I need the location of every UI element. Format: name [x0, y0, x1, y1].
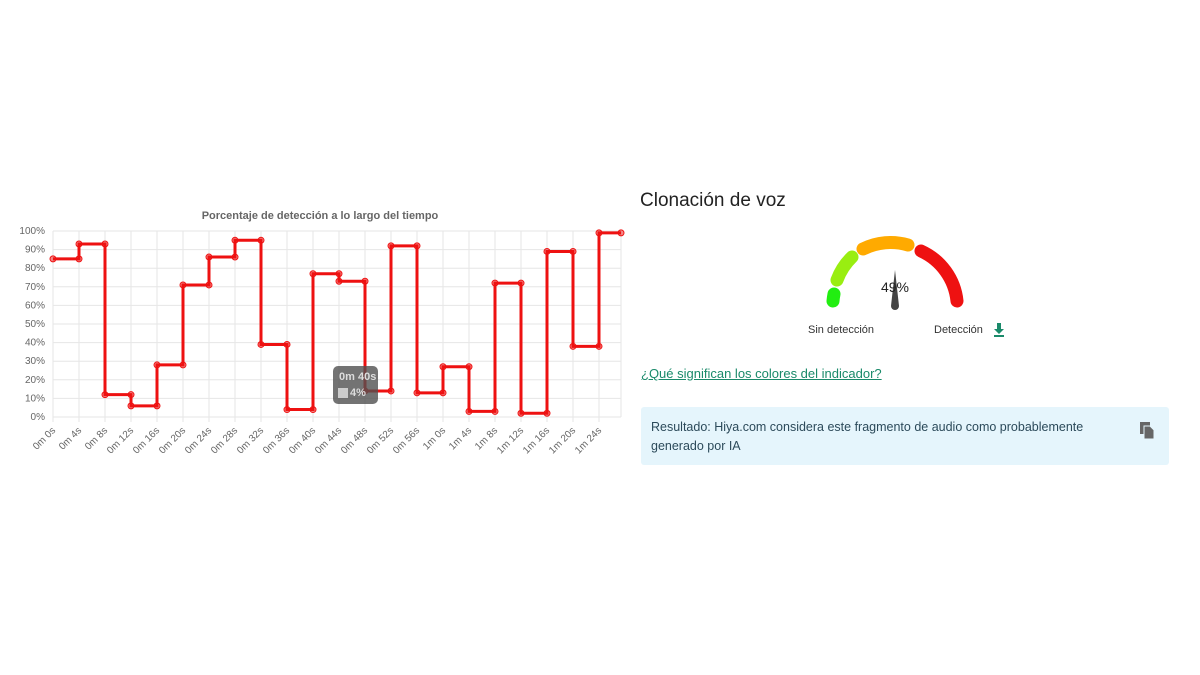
data-point[interactable]: [127, 402, 135, 410]
x-tick-label: 1m 12s: [495, 425, 526, 456]
data-point[interactable]: [231, 253, 239, 261]
data-point[interactable]: [413, 389, 421, 397]
tooltip-value: 4%: [350, 387, 366, 399]
data-point[interactable]: [335, 277, 343, 285]
data-point[interactable]: [491, 407, 499, 415]
data-point[interactable]: [75, 240, 83, 248]
data-point[interactable]: [439, 363, 447, 371]
data-point[interactable]: [205, 253, 213, 261]
y-tick-label: 10%: [25, 393, 45, 404]
x-tick-label: 0m 28s: [209, 425, 240, 456]
data-point[interactable]: [387, 387, 395, 395]
x-tick-label: 0m 20s: [157, 425, 188, 456]
data-point[interactable]: [595, 342, 603, 350]
x-tick-label: 1m 20s: [547, 425, 578, 456]
detection-chart: Porcentaje de detección a lo largo del t…: [19, 210, 625, 456]
x-tick-label: 0m 36s: [261, 425, 292, 456]
series-line: [53, 231, 621, 415]
gauge-segment-green: [826, 287, 841, 308]
y-tick-label: 40%: [25, 338, 45, 349]
data-point[interactable]: [439, 389, 447, 397]
data-point[interactable]: [205, 281, 213, 289]
y-tick-label: 90%: [25, 245, 45, 256]
y-tick-label: 70%: [25, 282, 45, 293]
detection-gauge: 49%: [826, 236, 964, 310]
x-tick-label: 0m 48s: [339, 425, 370, 456]
chart-title: Porcentaje de detección a lo largo del t…: [202, 210, 439, 222]
data-point[interactable]: [617, 229, 625, 237]
copy-icon[interactable]: [1139, 421, 1155, 439]
data-point[interactable]: [387, 242, 395, 250]
data-point[interactable]: [309, 270, 317, 278]
data-point[interactable]: [283, 340, 291, 348]
data-point[interactable]: [465, 407, 473, 415]
gauge-value: 49%: [881, 279, 909, 295]
tooltip-title: 0m 40s: [339, 371, 377, 383]
data-point[interactable]: [231, 236, 239, 244]
y-tick-label: 0%: [31, 412, 46, 423]
x-tick-label: 0m 24s: [183, 425, 214, 456]
data-point[interactable]: [517, 279, 525, 287]
data-point[interactable]: [361, 277, 369, 285]
data-point[interactable]: [335, 270, 343, 278]
data-point[interactable]: [569, 247, 577, 255]
data-point[interactable]: [569, 342, 577, 350]
data-point[interactable]: [179, 361, 187, 369]
data-point[interactable]: [283, 406, 291, 414]
x-tick-label: 1m 0s: [421, 425, 448, 452]
tooltip-swatch: [338, 388, 348, 398]
result-box: Resultado: Hiya.com considera este fragm…: [641, 407, 1169, 465]
x-tick-label: 0m 56s: [391, 425, 422, 456]
data-point[interactable]: [595, 229, 603, 237]
data-point[interactable]: [153, 361, 161, 369]
x-tick-label: 1m 24s: [573, 425, 604, 456]
y-tick-label: 80%: [25, 263, 45, 274]
x-tick-label: 0m 16s: [131, 425, 162, 456]
gauge-segment-red: [914, 244, 964, 308]
data-point[interactable]: [491, 279, 499, 287]
data-point[interactable]: [543, 409, 551, 417]
x-tick-label: 1m 4s: [447, 425, 474, 452]
result-text: Resultado: Hiya.com considera este fragm…: [651, 420, 1084, 453]
data-point[interactable]: [257, 340, 265, 348]
data-point[interactable]: [127, 391, 135, 399]
x-tick-label: 0m 40s: [287, 425, 318, 456]
y-tick-label: 30%: [25, 356, 45, 367]
gauge-segment-orange: [856, 236, 915, 256]
data-point[interactable]: [309, 406, 317, 414]
y-tick-label: 50%: [25, 319, 45, 330]
data-point[interactable]: [543, 247, 551, 255]
x-tick-label: 0m 0s: [31, 425, 58, 452]
gauge-right-label: Detección: [934, 324, 983, 336]
data-point[interactable]: [465, 363, 473, 371]
x-tick-label: 0m 52s: [365, 425, 396, 456]
chart-tooltip: 0m 40s 4%: [333, 366, 378, 404]
download-icon[interactable]: [992, 322, 1006, 338]
data-point[interactable]: [517, 409, 525, 417]
gauge-segment-lightgreen: [830, 250, 859, 287]
colors-help-link[interactable]: ¿Qué significan los colores del indicado…: [641, 366, 882, 381]
y-tick-label: 60%: [25, 300, 45, 311]
data-point[interactable]: [101, 240, 109, 248]
data-point[interactable]: [257, 236, 265, 244]
y-tick-label: 20%: [25, 375, 45, 386]
data-point[interactable]: [75, 255, 83, 263]
data-point[interactable]: [101, 391, 109, 399]
data-point[interactable]: [413, 242, 421, 250]
x-tick-label: 0m 12s: [105, 425, 136, 456]
y-tick-label: 100%: [19, 226, 45, 237]
section-title: Clonación de voz: [640, 190, 786, 211]
gauge-left-label: Sin detección: [808, 324, 875, 336]
data-point[interactable]: [179, 281, 187, 289]
x-tick-label: 1m 16s: [521, 425, 552, 456]
x-tick-label: 0m 4s: [57, 425, 84, 452]
x-tick-label: 0m 32s: [235, 425, 266, 456]
x-tick-label: 0m 44s: [313, 425, 344, 456]
data-point[interactable]: [153, 402, 161, 410]
gauge-needle: [891, 270, 899, 310]
data-point[interactable]: [49, 255, 57, 263]
